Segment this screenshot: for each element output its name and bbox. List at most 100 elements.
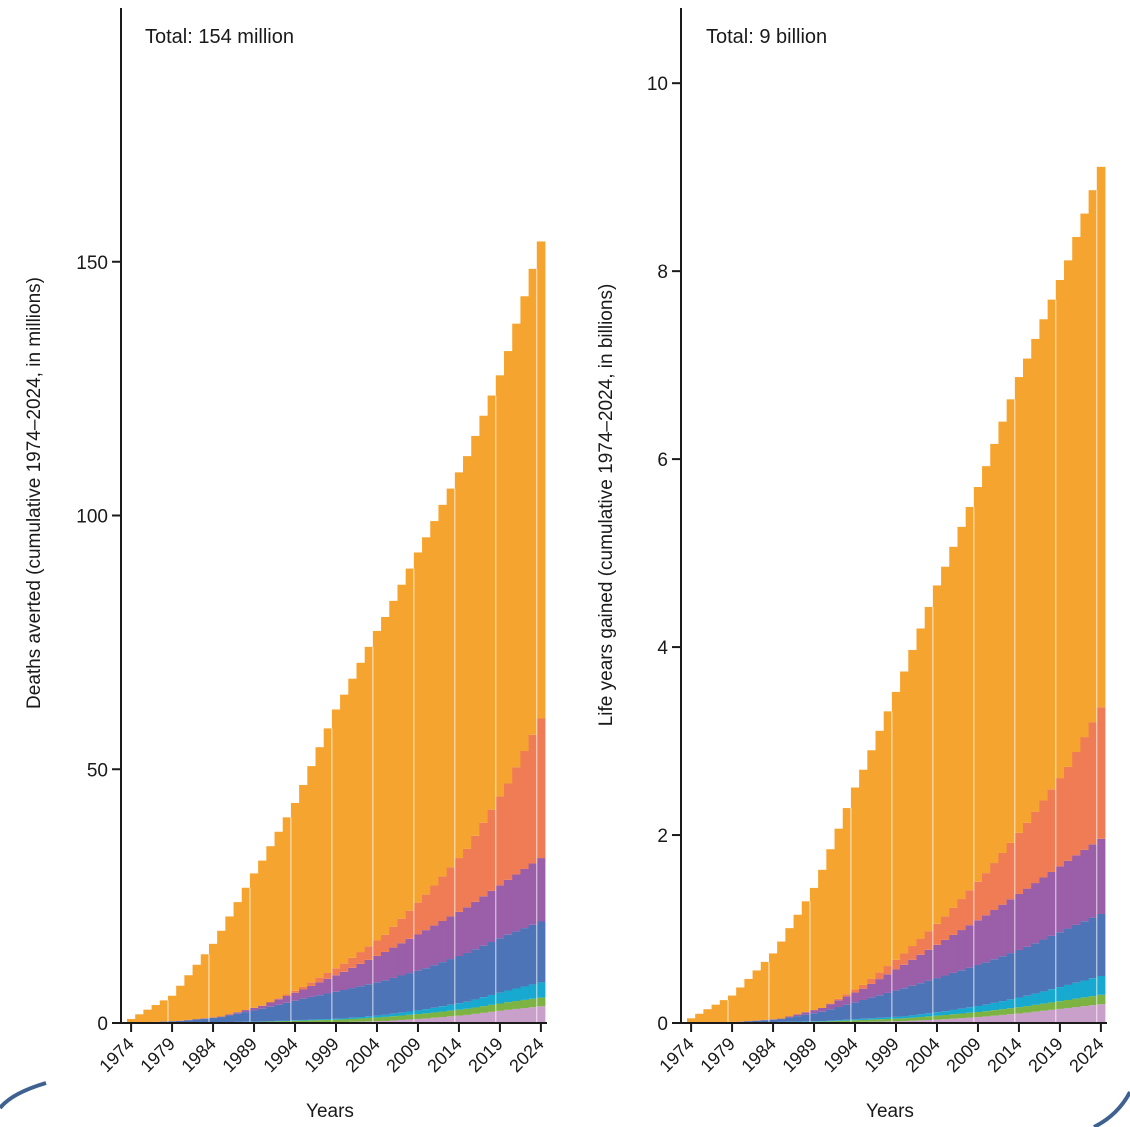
bar-segment-2012-s6	[438, 504, 448, 877]
bar-segment-2016-s5	[471, 835, 480, 902]
bar-segment-1995-s6	[859, 769, 868, 985]
bar-segment-2004-s6	[932, 585, 942, 924]
bar-segment-2021-s1	[512, 1001, 521, 1009]
bar-segment-1995-s2	[299, 1019, 308, 1021]
bar-segment-1993-s2	[842, 1019, 852, 1021]
bar-segment-2010-s4	[982, 915, 991, 963]
bar-segment-2021-s1	[1072, 998, 1081, 1008]
bar-segment-1976-s6	[703, 1009, 712, 1023]
bar-segment-2003-s2	[924, 1013, 934, 1017]
bar-segment-2022-s2	[1080, 980, 1090, 998]
bar-segment-2009-s1	[973, 1012, 983, 1017]
y-tick-label: 2	[657, 826, 668, 847]
bar-segment-1990-s4	[258, 1005, 267, 1009]
bar-segment-2017-s0	[1039, 1010, 1049, 1023]
bar-segment-2016-s4	[471, 901, 480, 950]
bar-segment-1996-s1	[867, 1019, 876, 1022]
bar-segment-2002-s5	[356, 952, 366, 964]
bar-segment-2002-s1	[916, 1016, 926, 1021]
bar-segment-2003-s4	[924, 949, 934, 981]
bar-segment-1986-s6	[785, 928, 794, 1017]
x-ticks: 1974197919841989199419992004200920142019…	[655, 1023, 1108, 1076]
bar-segment-1999-s2	[891, 1016, 901, 1019]
bar-segment-2003-s0	[924, 1019, 934, 1023]
bar-segment-1984-s3	[768, 1019, 778, 1022]
bar-segment-2012-s2	[998, 1001, 1008, 1010]
bar-segment-2006-s3	[389, 977, 398, 1014]
bar-segment-1998-s2	[323, 1019, 333, 1020]
bar-segment-2006-s0	[949, 1018, 958, 1023]
bar-segment-2013-s0	[1006, 1014, 1016, 1023]
bar-segment-2020-s5	[504, 783, 513, 880]
bar-segment-2011-s4	[990, 910, 999, 960]
bar-segment-2004-s2	[932, 1012, 942, 1016]
bar-segment-2020-s6	[1064, 260, 1073, 767]
bar-segment-2002-s4	[916, 954, 926, 984]
bar-segment-1985-s3	[777, 1019, 786, 1022]
bar-segment-2013-s4	[1006, 899, 1016, 954]
bar-segment-1980-s6	[176, 985, 185, 1021]
bar-segment-2007-s6	[957, 526, 967, 900]
bar-segment-2004-s2	[372, 1015, 382, 1018]
x-tick-label: 1994	[819, 1034, 861, 1076]
bar-segment-1988-s6	[241, 887, 251, 1011]
bar-segment-2010-s2	[422, 1009, 431, 1014]
bar-segment-2018-s4	[487, 890, 497, 943]
bar-segment-2014-s4	[1014, 893, 1024, 950]
bar-segment-2021-s0	[512, 1008, 521, 1023]
bar-segment-1999-s1	[331, 1019, 341, 1023]
bar-segment-2003-s6	[364, 646, 374, 947]
bar-segment-1995-s4	[299, 989, 308, 999]
bar-segment-2005-s4	[381, 951, 390, 981]
bar-segment-2007-s4	[957, 930, 967, 971]
bar-segment-2012-s2	[438, 1006, 448, 1012]
bar-segment-2014-s6	[1014, 377, 1024, 833]
bar-segment-2021-s2	[1072, 982, 1081, 999]
bar-segment-1987-s6	[233, 902, 243, 1013]
bar-segment-1988-s6	[801, 901, 811, 1013]
bar-segment-2008-s6	[965, 506, 975, 891]
bar-segment-2018-s3	[1047, 935, 1057, 990]
x-tick-label: 2019	[464, 1034, 506, 1076]
bar-segment-2005-s4	[941, 939, 950, 976]
y-tick-label: 0	[657, 1014, 668, 1035]
bar-segment-2016-s3	[1031, 943, 1040, 994]
bar-segment-2018-s0	[1047, 1009, 1057, 1023]
bar-segment-2017-s5	[479, 822, 489, 897]
bar-segment-2007-s4	[397, 943, 407, 976]
bar-segment-2000-s6	[340, 694, 349, 964]
bar-segment-2019-s1	[495, 1003, 505, 1011]
bar-segment-1990-s4	[818, 1007, 827, 1012]
bar-segment-2022-s0	[520, 1008, 530, 1023]
bar-segment-1986-s4	[225, 1014, 234, 1016]
bar-segment-2001-s3	[908, 985, 917, 1016]
bar-segment-1993-s5	[282, 994, 292, 996]
page-corner-curve-right	[1093, 1091, 1130, 1127]
bar-segment-1991-s3	[266, 1006, 275, 1022]
bar-segment-1985-s4	[217, 1016, 226, 1018]
bar-segment-2016-s6	[471, 435, 480, 836]
bar-segment-2005-s2	[381, 1014, 390, 1017]
bar-segment-2022-s3	[520, 928, 530, 987]
bar-segment-2024-s1	[1096, 994, 1106, 1005]
bar-segment-2013-s4	[446, 916, 456, 960]
bar-segment-1998-s4	[323, 978, 333, 994]
bar-segment-2003-s1	[364, 1017, 374, 1022]
bar-segment-1995-s6	[299, 784, 308, 987]
bar-segment-2013-s6	[1006, 399, 1016, 843]
bar-segment-2002-s5	[916, 938, 926, 955]
bar-segment-2023-s5	[1088, 722, 1098, 845]
bar-segment-2010-s3	[422, 968, 431, 1010]
bar-segment-1992-s6	[274, 831, 284, 999]
bar-segment-1995-s3	[859, 999, 868, 1019]
bar-segment-1994-s4	[850, 992, 860, 1003]
bar-segment-2024-s1	[536, 997, 546, 1007]
bar-segment-2017-s0	[479, 1012, 489, 1023]
bar-segment-2000-s2	[340, 1018, 349, 1020]
bar-segment-2019-s4	[495, 885, 505, 939]
bar-segment-1991-s1	[826, 1021, 835, 1023]
bar-segment-2020-s1	[1064, 999, 1073, 1008]
bar-segment-2019-s5	[495, 796, 505, 886]
x-tick-label: 1999	[300, 1034, 342, 1076]
bar-segment-2016-s3	[471, 949, 480, 1000]
